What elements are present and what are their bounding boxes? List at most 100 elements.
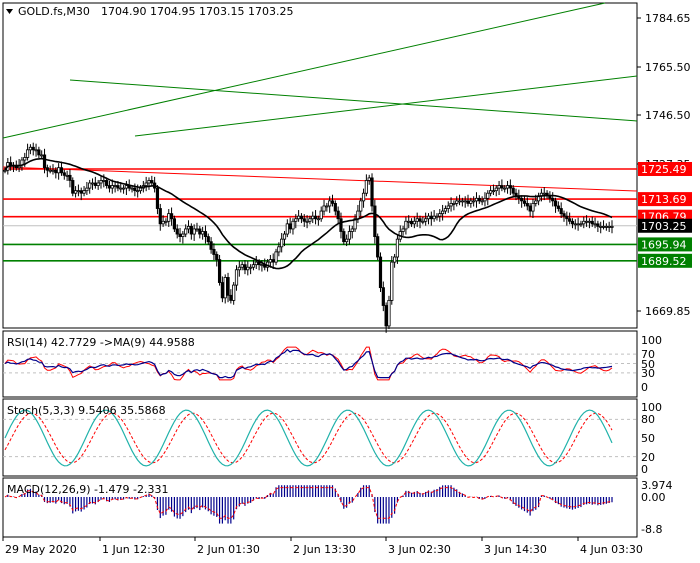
candle-body xyxy=(311,215,315,220)
rsi-ma-line xyxy=(4,348,613,379)
candle-body xyxy=(285,223,289,235)
candle-body xyxy=(480,200,484,203)
moving-average-line xyxy=(4,157,613,270)
candle-body xyxy=(130,187,134,190)
level-price-tag xyxy=(638,161,692,176)
trend-line xyxy=(2,2,606,139)
candle-body xyxy=(268,259,272,263)
candle-body xyxy=(384,305,388,327)
symbol-label: GOLD.fs,M30 xyxy=(18,5,90,18)
candle-body xyxy=(477,197,481,202)
candle-body xyxy=(418,218,422,222)
candle-body xyxy=(449,203,453,207)
stoch-tick-label: 50 xyxy=(641,432,655,445)
candle-body xyxy=(455,200,459,204)
candle-body xyxy=(28,146,33,151)
candle-body xyxy=(212,248,216,255)
candle-body xyxy=(339,218,343,232)
candle-body xyxy=(593,223,597,226)
candle-body xyxy=(342,231,346,243)
time-tick-label: 4 Jun 03:30 xyxy=(580,543,643,556)
candle-body xyxy=(271,259,275,263)
candle-body xyxy=(463,200,467,203)
candle-body xyxy=(37,149,41,156)
candle-body xyxy=(412,220,416,225)
rsi-tick-label: 50 xyxy=(641,358,655,371)
candle-body xyxy=(124,185,128,189)
candle-body xyxy=(361,192,366,202)
candle-body xyxy=(274,251,278,263)
candle-body xyxy=(590,220,594,225)
candle-body xyxy=(90,182,95,185)
candle-body xyxy=(520,197,524,202)
candle-body xyxy=(71,180,75,194)
candle-body xyxy=(553,200,558,207)
macd-tick-label: -8.8 xyxy=(641,523,662,536)
candle-body xyxy=(565,215,569,220)
candle-body xyxy=(246,266,250,271)
candle-body xyxy=(277,246,281,253)
candle-body xyxy=(568,218,572,222)
level-price-label: 1695.94 xyxy=(641,238,687,251)
candle-body xyxy=(333,203,337,212)
ohlc-readout: 1704.90 1704.95 1703.15 1703.25 xyxy=(101,5,293,18)
rsi-tick-label: 30 xyxy=(641,367,655,380)
candle-body xyxy=(105,180,109,186)
candle-body xyxy=(113,185,117,187)
candle-body xyxy=(251,264,256,268)
price-tick-label: 1669.85 xyxy=(645,305,691,318)
time-tick-label: 3 Jun 14:30 xyxy=(484,543,547,556)
candle-body xyxy=(457,200,462,203)
candle-body xyxy=(31,146,35,151)
stoch-pane-frame xyxy=(2,398,638,477)
candle-body xyxy=(576,223,580,226)
candle-body xyxy=(229,294,233,301)
current-price-tag xyxy=(638,218,692,233)
candle-body xyxy=(336,210,340,220)
candle-body xyxy=(65,174,69,177)
macd-label: MACD(12,26,9) -1.479 -2.331 xyxy=(7,483,168,496)
candle-body xyxy=(169,213,174,220)
candle-body xyxy=(234,269,239,286)
candle-body xyxy=(48,169,52,172)
candle-body xyxy=(472,200,476,203)
candle-body xyxy=(172,218,176,230)
level-price-label: 1713.69 xyxy=(641,193,687,206)
candle-body xyxy=(432,215,436,220)
collapse-triangle-icon[interactable] xyxy=(6,9,13,14)
candle-body xyxy=(308,218,312,222)
trend-line xyxy=(69,79,638,122)
candle-body xyxy=(364,180,368,194)
level-price-label: 1725.49 xyxy=(641,163,687,176)
candle-body xyxy=(161,220,165,225)
candle-body xyxy=(409,220,414,225)
candle-body xyxy=(579,223,583,226)
candle-body xyxy=(232,284,236,301)
candle-body xyxy=(607,225,611,228)
candle-body xyxy=(57,167,61,174)
candle-body xyxy=(466,200,470,204)
candle-body xyxy=(528,205,532,212)
candle-body xyxy=(494,187,498,192)
candle-body xyxy=(328,200,332,207)
candle-body xyxy=(305,220,309,223)
main-pane-frame xyxy=(2,2,638,329)
candle-body xyxy=(249,266,253,269)
macd-signal-line xyxy=(4,487,613,519)
candle-body xyxy=(503,187,507,190)
candle-body xyxy=(99,180,103,184)
candle-body xyxy=(110,185,114,189)
candle-body xyxy=(356,210,360,220)
rsi-line xyxy=(4,346,613,381)
candle-body xyxy=(443,208,448,212)
candle-body xyxy=(209,241,213,250)
candle-body xyxy=(604,225,608,228)
candle-body xyxy=(175,228,179,235)
price-tick-label: 1784.65 xyxy=(645,12,691,25)
candle-body xyxy=(51,169,55,172)
candle-body xyxy=(116,185,120,189)
candle-body xyxy=(514,192,518,197)
candle-body xyxy=(511,187,515,194)
